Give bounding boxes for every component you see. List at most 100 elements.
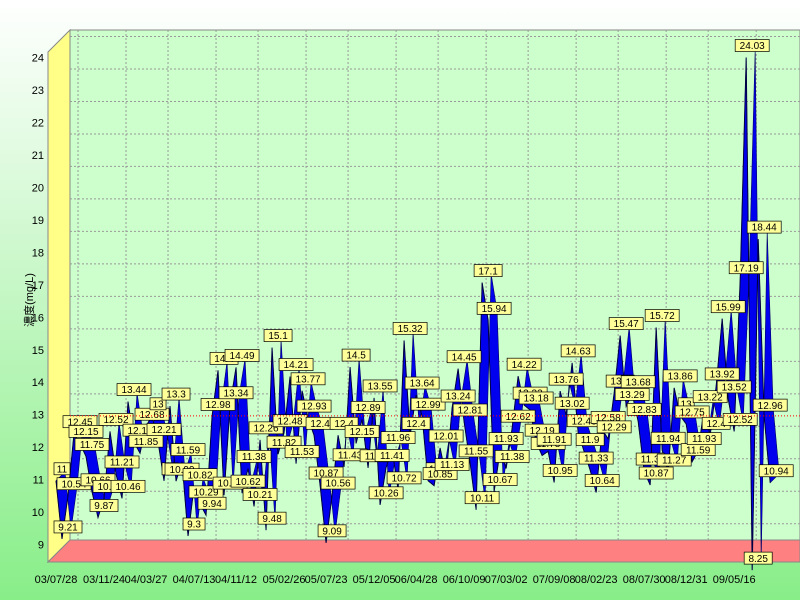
x-tick-label: 06/10/09 — [443, 574, 486, 586]
value-label-box — [146, 423, 182, 436]
value-label: 9.09 — [322, 526, 342, 537]
value-label: 13 — [681, 399, 693, 410]
value-label-box — [686, 432, 722, 445]
value-label: 14.4 — [214, 354, 234, 365]
value-label-box — [584, 474, 620, 487]
value-label: 15.47 — [614, 319, 639, 330]
value-label: 13 — [152, 399, 164, 410]
value-label-box — [104, 455, 140, 469]
value-label-box — [440, 389, 476, 403]
value-label: 11.59 — [686, 445, 711, 456]
value-label-box — [626, 402, 662, 416]
y-tick-label: 11 — [33, 475, 44, 487]
value-label-box — [242, 488, 278, 501]
value-label: 10.87 — [314, 469, 339, 480]
value-label: 12.83 — [632, 405, 657, 416]
x-tick-label: 05/07/23 — [305, 574, 348, 586]
value-label: 13.52 — [722, 383, 747, 394]
value-label: 13.34 — [224, 388, 249, 399]
value-label-box — [341, 348, 371, 362]
value-label: 11.85 — [134, 437, 159, 448]
value-label-box — [224, 349, 260, 362]
value-label: 10.95 — [548, 466, 573, 477]
value-label: 11.3 — [641, 455, 660, 466]
value-label: 15.99 — [716, 302, 741, 313]
x-tick-label: 08/12/31 — [665, 574, 708, 586]
value-label: 10.54 — [61, 479, 86, 490]
value-label-box — [518, 391, 554, 405]
value-label: 10.82 — [188, 470, 213, 481]
value-label-box — [506, 357, 542, 371]
value-label: 12.01 — [434, 432, 459, 443]
x-tick-label: 05/12/05 — [353, 574, 396, 586]
value-label-box — [578, 451, 614, 465]
value-label-box — [128, 434, 164, 448]
value-label-box — [752, 398, 788, 412]
value-label-box — [290, 372, 326, 386]
value-label-box — [53, 520, 83, 534]
y-axis-label: 濃度(mg/L) — [22, 273, 36, 327]
value-label-box — [560, 344, 596, 358]
value-label: 13.86 — [668, 372, 693, 383]
value-label: 12.4 — [310, 419, 330, 430]
value-label: 11.13 — [440, 460, 465, 471]
y-tick-label: 19 — [32, 215, 44, 227]
floor — [46, 539, 800, 563]
value-label-box — [110, 479, 146, 493]
value-label-box — [458, 444, 494, 458]
value-label: 14.49 — [230, 351, 255, 362]
value-label: 14.22 — [512, 360, 537, 371]
value-label: 10.67 — [488, 475, 513, 486]
value-label-box — [89, 499, 119, 512]
value-label: 15.1 — [268, 331, 288, 342]
value-label: 9.94 — [202, 499, 222, 510]
value-label: 10.56 — [326, 479, 351, 490]
value-label-box — [638, 466, 674, 480]
value-label-box — [548, 372, 584, 386]
x-tick-label: 05/02/26 — [263, 574, 306, 586]
value-label-box — [401, 416, 431, 430]
y-tick-label: 22 — [32, 117, 44, 129]
value-label: 11.53 — [290, 447, 315, 458]
value-label: 13.77 — [296, 374, 321, 385]
value-label-box — [554, 396, 590, 410]
value-label-box — [170, 443, 206, 456]
value-label: 12.93 — [302, 402, 327, 413]
value-label: 9.3 — [187, 520, 201, 531]
value-label: 18.44 — [752, 223, 777, 234]
value-label: 10.64 — [590, 476, 615, 487]
value-label-box — [428, 429, 464, 443]
value-label-box — [344, 425, 380, 438]
value-label: 11.33 — [584, 454, 609, 465]
value-label: 13.29 — [620, 390, 645, 401]
value-label-box — [317, 524, 347, 538]
value-label: 15.94 — [482, 304, 507, 315]
value-label: 12.99 — [416, 400, 441, 411]
value-label: 12.52 — [728, 415, 753, 426]
value-label: 12.62 — [506, 412, 531, 423]
value-label-box — [320, 476, 356, 490]
value-label-box — [692, 390, 728, 404]
y-tick-label: 18 — [32, 247, 44, 259]
value-label-box — [68, 425, 104, 438]
value-label: 15.72 — [650, 311, 675, 322]
value-label-box — [266, 435, 302, 449]
value-label: 11.38 — [242, 452, 267, 463]
value-label-box — [263, 329, 293, 342]
value-label: 12.75 — [680, 408, 705, 419]
value-label-box — [362, 379, 398, 393]
value-label: 12.4 — [706, 419, 726, 430]
value-label: 13.3 — [166, 390, 186, 401]
value-label-box — [374, 449, 410, 462]
value-label: 17.19 — [734, 263, 759, 274]
x-tick-label: 03/11/24 — [83, 574, 125, 586]
value-label-box — [452, 403, 488, 417]
value-label-box — [473, 264, 503, 277]
value-label: 12.98 — [206, 400, 231, 411]
value-label-box — [464, 491, 500, 505]
value-label: 11.41 — [380, 451, 405, 462]
value-label-box — [98, 413, 134, 426]
value-label: 13.64 — [410, 379, 435, 390]
value-label: 12.4 — [406, 419, 426, 430]
